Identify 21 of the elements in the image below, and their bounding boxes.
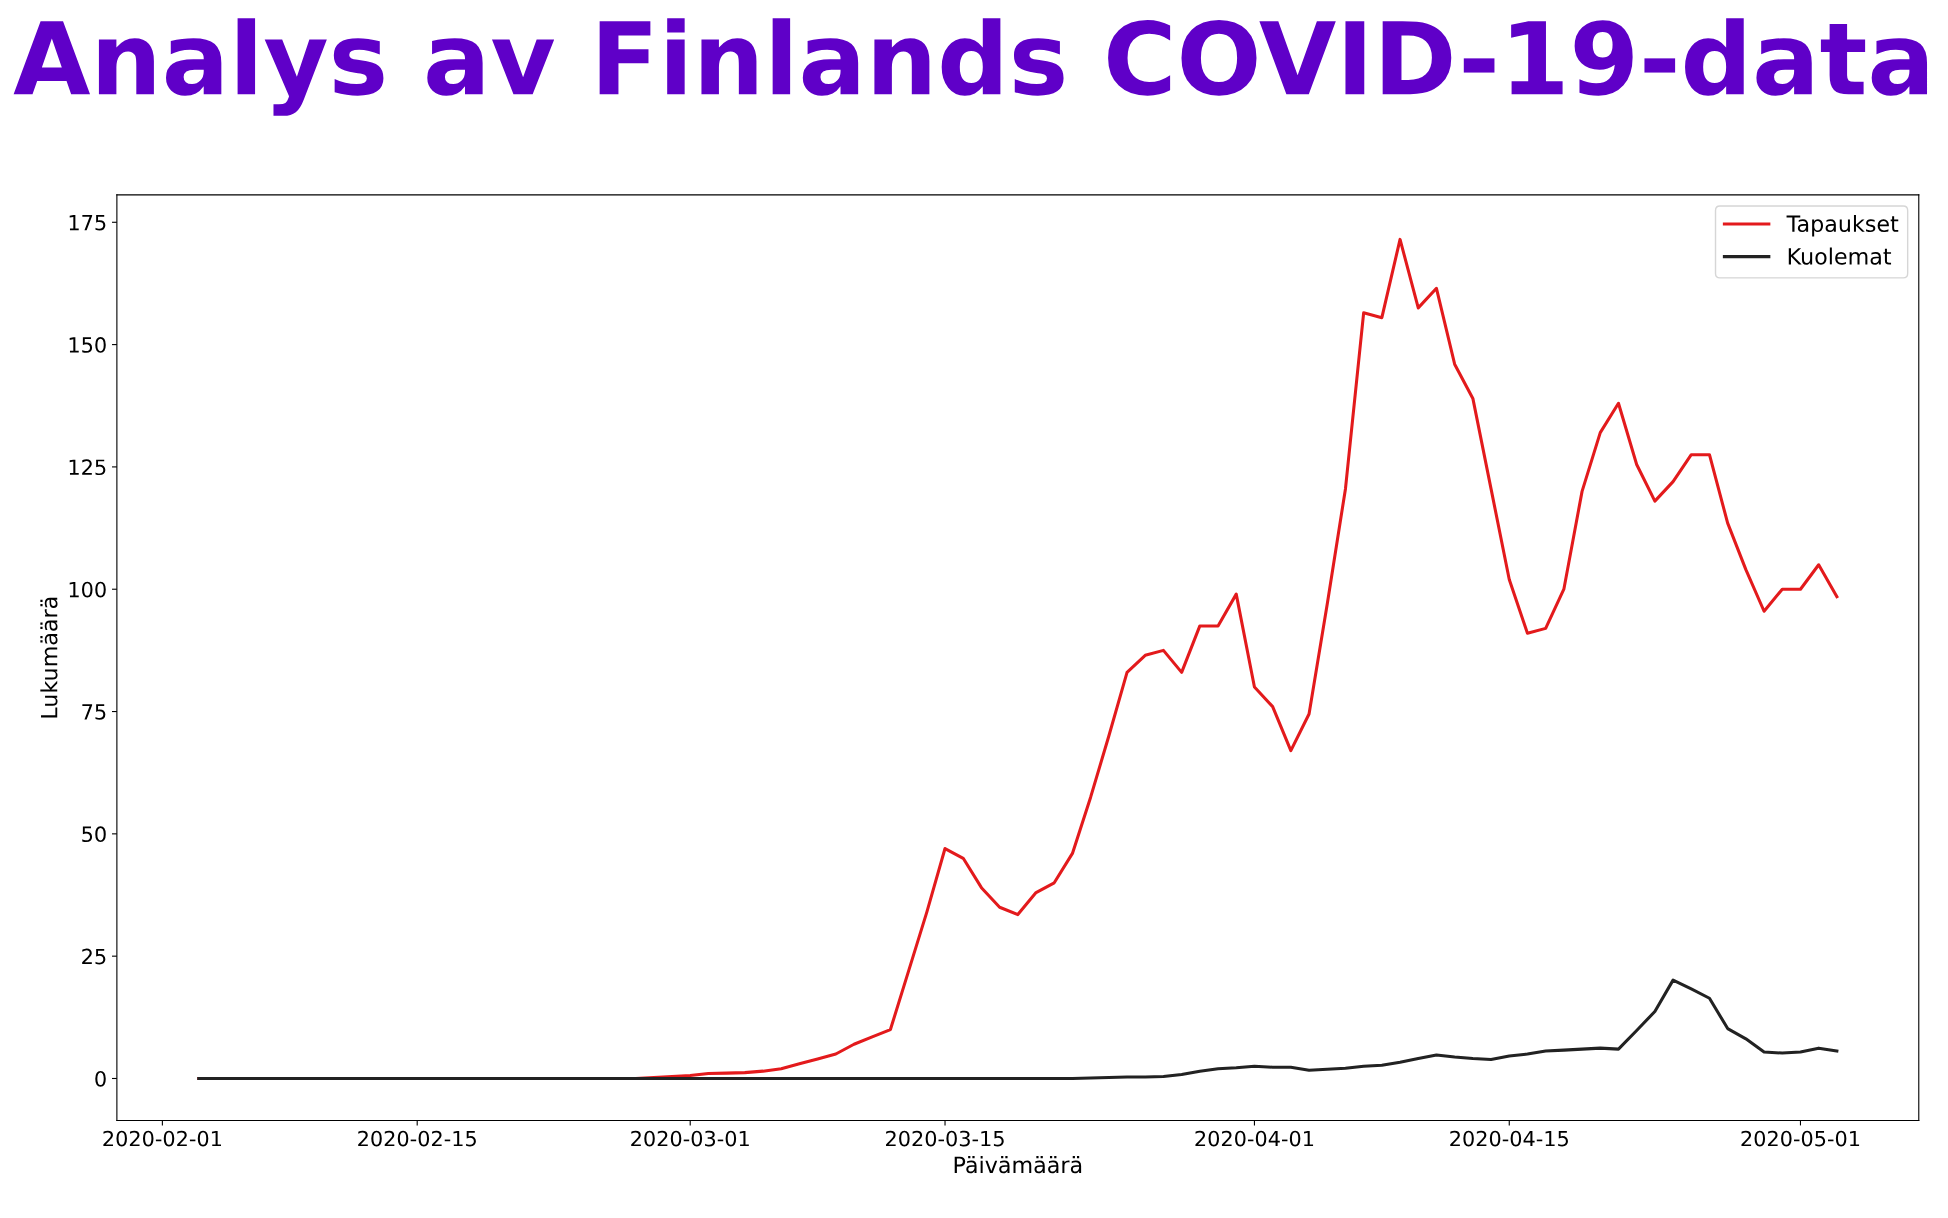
y-tick-label: 100 [69,581,106,598]
x-tick-label: 2020-05-01 [1741,1130,1860,1147]
y-tick-label: 175 [69,215,106,231]
legend-label: Tapaukset [1786,214,1899,237]
x-tick-label: 2020-02-15 [358,1130,476,1147]
x-tick-label: 2020-04-01 [1195,1130,1314,1147]
y-tick-label: 125 [69,459,106,476]
x-tick-label: 2020-03-15 [886,1130,1004,1147]
y-tick-label: 75 [82,704,106,720]
y-tick-label: 150 [69,337,106,353]
line-series [197,978,1839,1081]
chart-title: Analys av Finlands COVID-19-data [13,18,1928,116]
y-tick-label: 50 [82,826,106,843]
x-tick-label: 2020-02-01 [103,1130,221,1147]
y-tick-label: 0 [95,1070,106,1087]
x-tick-label: 2020-04-15 [1450,1130,1568,1147]
y-axis-title: Lukumäärä [40,597,58,718]
x-tick-label: 2020-03-01 [631,1130,749,1147]
legend-label: Kuolemat [1788,247,1892,265]
y-tick-label: 25 [82,948,106,965]
x-axis-title: Päivämäärä [954,1156,1082,1174]
